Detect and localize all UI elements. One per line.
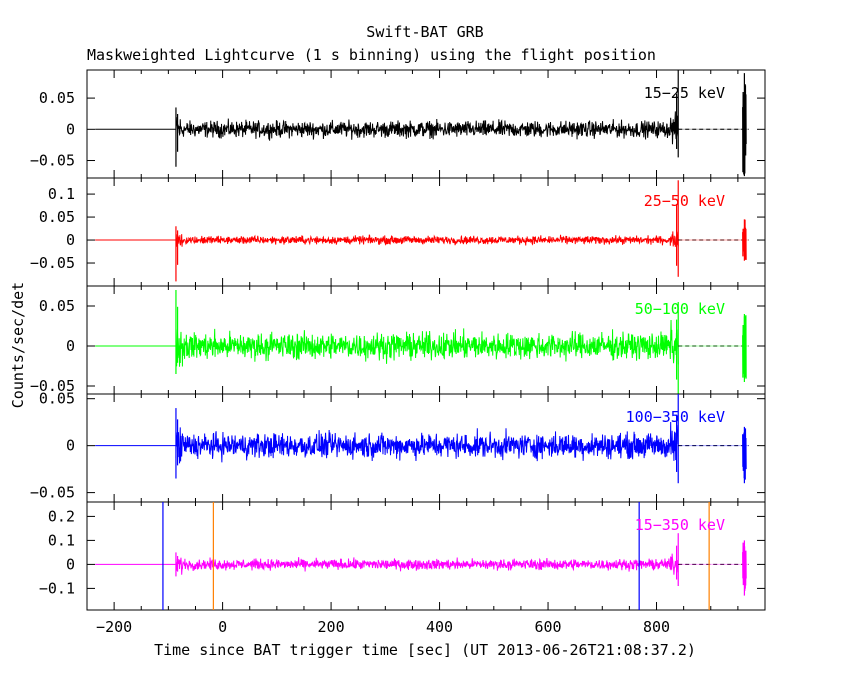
panels-group: 0.05 0 −0.05 15−25 keV 0.1 0.05 0 −0.05 25−50 ke… <box>30 69 766 636</box>
chart-title: Swift-BAT GRB <box>366 23 483 41</box>
series-line <box>175 319 679 367</box>
y-tick-label: 0.2 <box>48 507 75 525</box>
series-group <box>95 533 749 596</box>
y-tick-label: 0.05 <box>39 390 75 408</box>
panel-15-350-kev: 0.2 0.1 0 −0.1 15−350 keV <box>39 501 766 611</box>
y-tick-label: 0 <box>66 337 75 355</box>
band-label: 25−50 keV <box>644 192 725 210</box>
y-tick-label: 0 <box>66 231 75 249</box>
y-tick-label: 0.1 <box>48 531 75 549</box>
y-tick-label: −0.05 <box>30 152 75 170</box>
y-tick-label: −0.05 <box>30 254 75 272</box>
x-tick-label: 800 <box>643 618 670 636</box>
panel-100-350-kev: 0.05 0 −0.05 100−350 keV <box>30 390 766 503</box>
series-line <box>175 231 679 247</box>
y-tick-label: 0 <box>66 120 75 138</box>
series-line <box>175 421 679 464</box>
y-tick-label: 0 <box>66 555 75 573</box>
y-tick-label: −0.1 <box>39 579 75 597</box>
y-tick-label: 0.1 <box>48 185 75 203</box>
x-tick-label: 200 <box>318 618 345 636</box>
series-line <box>175 111 679 145</box>
y-tick-label: −0.05 <box>30 377 75 395</box>
y-axis-label: Counts/sec/det <box>9 282 27 408</box>
series-group <box>95 394 749 484</box>
chart-subtitle: Maskweighted Lightcurve (1 s binning) us… <box>87 46 656 64</box>
x-axis-label: Time since BAT trigger time [sec] (UT 20… <box>154 641 696 659</box>
series-group <box>95 180 749 282</box>
y-tick-label: 0.05 <box>39 208 75 226</box>
band-label: 50−100 keV <box>635 300 725 318</box>
band-label: 15−25 keV <box>644 84 725 102</box>
x-tick-label: 400 <box>426 618 453 636</box>
panel-15-25-kev: 0.05 0 −0.05 15−25 keV <box>30 69 766 179</box>
y-tick-label: −0.05 <box>30 484 75 502</box>
panel-50-100-kev: 0.05 0 −0.05 50−100 keV <box>30 285 766 395</box>
series-group <box>95 70 749 177</box>
band-label: 100−350 keV <box>626 408 725 426</box>
panel-25-50-kev: 0.1 0.05 0 −0.05 25−50 keV <box>30 177 766 287</box>
y-tick-label: 0 <box>66 437 75 455</box>
series-line <box>175 553 679 575</box>
x-tick-label: −200 <box>96 618 132 636</box>
panel-frame <box>86 501 766 611</box>
series-group <box>95 290 749 394</box>
x-tick-label: 0 <box>218 618 227 636</box>
band-label: 15−350 keV <box>635 516 725 534</box>
y-tick-label: 0.05 <box>39 297 75 315</box>
x-tick-label: 600 <box>534 618 561 636</box>
y-tick-label: 0.05 <box>39 89 75 107</box>
